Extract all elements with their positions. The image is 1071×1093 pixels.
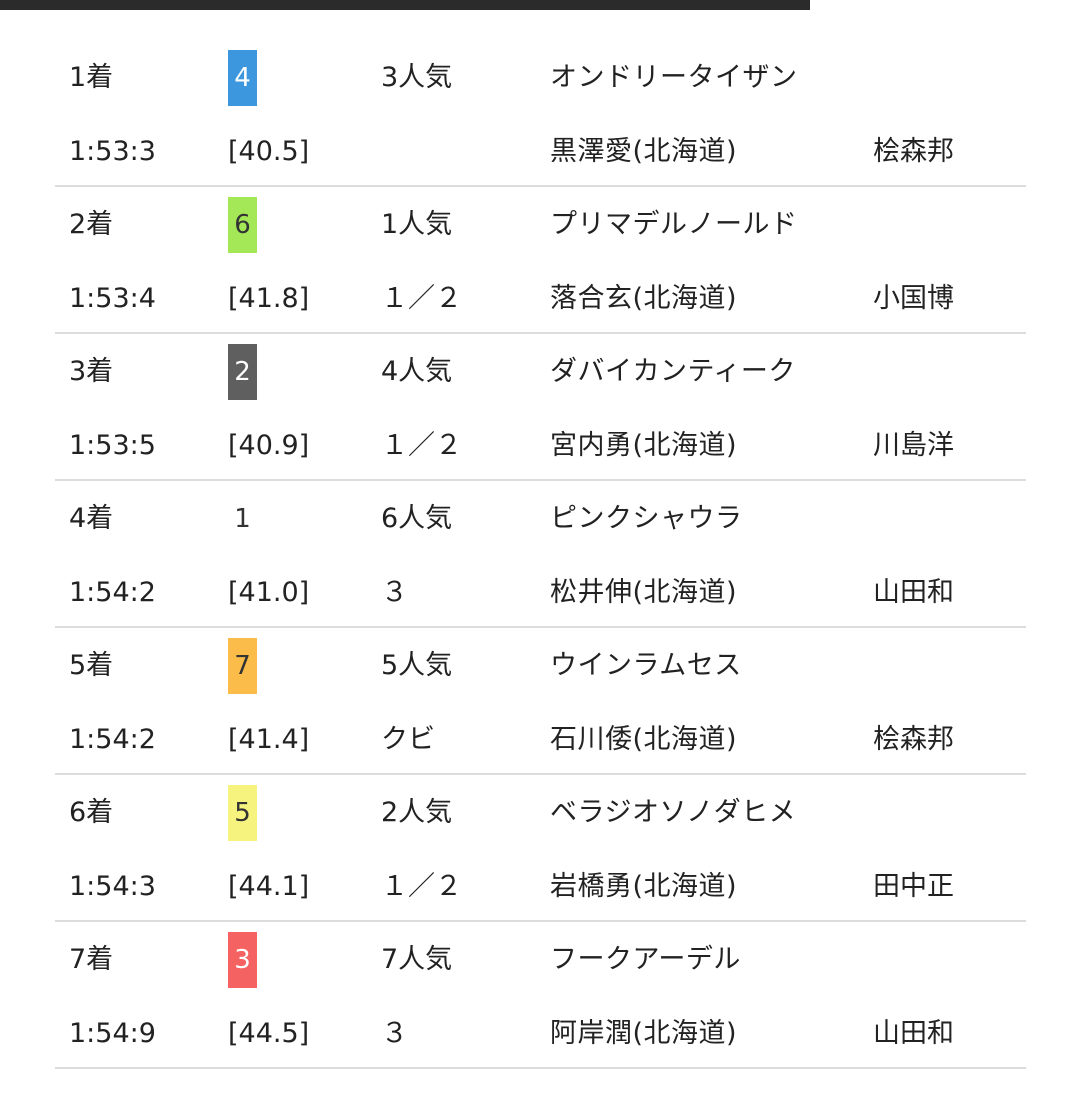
jockey-name[interactable]: 松井伸(北海道) — [550, 577, 738, 608]
last-3f-time: [41.4] — [228, 724, 310, 755]
result-entry: 7着 3 7人気 フークアーデル 1:54:9 [44.5] ３ 阿岸潤(北海道… — [55, 922, 1026, 1069]
result-row-top: 7着 3 7人気 フークアーデル — [55, 932, 1026, 988]
result-row-bottom: 1:54:3 [44.1] １／２ 岩橋勇(北海道) 田中正 — [55, 867, 1026, 907]
result-row-bottom: 1:54:2 [41.0] ３ 松井伸(北海道) 山田和 — [55, 573, 1026, 613]
popularity: 6人気 — [381, 503, 453, 534]
last-3f-time: [41.0] — [228, 577, 310, 608]
result-row-bottom: 1:53:4 [41.8] １／２ 落合玄(北海道) 小国博 — [55, 279, 1026, 319]
popularity: 2人気 — [381, 797, 453, 828]
jockey-name[interactable]: 宮内勇(北海道) — [550, 430, 738, 461]
horse-name[interactable]: ピンクシャウラ — [550, 503, 743, 534]
horse-name[interactable]: オンドリータイザン — [550, 62, 798, 93]
result-row-top: 2着 6 1人気 プリマデルノールド — [55, 197, 1026, 253]
result-row-top: 6着 5 2人気 ベラジオソノダヒメ — [55, 785, 1026, 841]
jockey-name[interactable]: 阿岸潤(北海道) — [550, 1018, 738, 1049]
finish-time: 1:54:9 — [69, 1018, 156, 1049]
jockey-name[interactable]: 落合玄(北海道) — [550, 283, 738, 314]
horse-number-badge: 5 — [228, 785, 257, 841]
finish-rank: 4着 — [69, 503, 114, 534]
trainer-name[interactable]: 桧森邦 — [873, 724, 954, 755]
result-row-bottom: 1:54:2 [41.4] クビ 石川倭(北海道) 桧森邦 — [55, 720, 1026, 760]
popularity: 3人気 — [381, 62, 453, 93]
trainer-name[interactable]: 田中正 — [873, 871, 954, 902]
margin: クビ — [381, 724, 435, 755]
trainer-name[interactable]: 桧森邦 — [873, 136, 954, 167]
margin: ３ — [381, 1018, 408, 1049]
finish-time: 1:53:3 — [69, 136, 156, 167]
finish-time: 1:53:5 — [69, 430, 156, 461]
popularity: 4人気 — [381, 356, 453, 387]
horse-number-badge: 3 — [228, 932, 257, 988]
horse-number-badge: 2 — [228, 344, 257, 400]
margin: ３ — [381, 577, 408, 608]
trainer-name[interactable]: 小国博 — [873, 283, 954, 314]
result-entry: 6着 5 2人気 ベラジオソノダヒメ 1:54:3 [44.1] １／２ 岩橋勇… — [55, 775, 1026, 922]
result-row-top: 1着 4 3人気 オンドリータイザン — [55, 50, 1026, 106]
result-entry: 4着 1 6人気 ピンクシャウラ 1:54:2 [41.0] ３ 松井伸(北海道… — [55, 481, 1026, 628]
last-3f-time: [44.5] — [228, 1018, 310, 1049]
trainer-name[interactable]: 山田和 — [873, 577, 954, 608]
jockey-name[interactable]: 岩橋勇(北海道) — [550, 871, 738, 902]
result-row-top: 3着 2 4人気 ダバイカンティーク — [55, 344, 1026, 400]
race-results-list: 1着 4 3人気 オンドリータイザン 1:53:3 [40.5] 黒澤愛(北海道… — [55, 40, 1026, 1069]
margin: １／２ — [381, 871, 462, 902]
finish-time: 1:54:3 — [69, 871, 156, 902]
last-3f-time: [41.8] — [228, 283, 310, 314]
finish-time: 1:54:2 — [69, 577, 156, 608]
horse-name[interactable]: フークアーデル — [550, 944, 741, 975]
last-3f-time: [40.5] — [228, 136, 310, 167]
finish-time: 1:54:2 — [69, 724, 156, 755]
result-entry: 5着 7 5人気 ウインラムセス 1:54:2 [41.4] クビ 石川倭(北海… — [55, 628, 1026, 775]
finish-rank: 1着 — [69, 62, 114, 93]
finish-rank: 3着 — [69, 356, 114, 387]
trainer-name[interactable]: 山田和 — [873, 1018, 954, 1049]
result-entry: 2着 6 1人気 プリマデルノールド 1:53:4 [41.8] １／２ 落合玄… — [55, 187, 1026, 334]
margin: １／２ — [381, 430, 462, 461]
horse-name[interactable]: ウインラムセス — [550, 650, 742, 681]
popularity: 7人気 — [381, 944, 453, 975]
finish-rank: 7着 — [69, 944, 114, 975]
jockey-name[interactable]: 石川倭(北海道) — [550, 724, 738, 755]
horse-number-badge: 4 — [228, 50, 257, 106]
top-header-bar — [0, 0, 810, 10]
finish-rank: 5着 — [69, 650, 114, 681]
result-row-top: 4着 1 6人気 ピンクシャウラ — [55, 491, 1026, 547]
finish-time: 1:53:4 — [69, 283, 156, 314]
result-row-bottom: 1:53:3 [40.5] 黒澤愛(北海道) 桧森邦 — [55, 132, 1026, 172]
result-row-top: 5着 7 5人気 ウインラムセス — [55, 638, 1026, 694]
finish-rank: 2着 — [69, 209, 114, 240]
result-entry: 3着 2 4人気 ダバイカンティーク 1:53:5 [40.9] １／２ 宮内勇… — [55, 334, 1026, 481]
popularity: 5人気 — [381, 650, 453, 681]
result-row-bottom: 1:53:5 [40.9] １／２ 宮内勇(北海道) 川島洋 — [55, 426, 1026, 466]
last-3f-time: [44.1] — [228, 871, 310, 902]
trainer-name[interactable]: 川島洋 — [873, 430, 954, 461]
popularity: 1人気 — [381, 209, 453, 240]
horse-number-badge: 1 — [228, 491, 257, 547]
jockey-name[interactable]: 黒澤愛(北海道) — [550, 136, 738, 167]
last-3f-time: [40.9] — [228, 430, 310, 461]
horse-name[interactable]: ベラジオソノダヒメ — [550, 797, 797, 828]
horse-name[interactable]: ダバイカンティーク — [550, 356, 796, 387]
horse-name[interactable]: プリマデルノールド — [550, 209, 798, 240]
result-entry: 1着 4 3人気 オンドリータイザン 1:53:3 [40.5] 黒澤愛(北海道… — [55, 40, 1026, 187]
margin: １／２ — [381, 283, 462, 314]
finish-rank: 6着 — [69, 797, 114, 828]
horse-number-badge: 7 — [228, 638, 257, 694]
result-row-bottom: 1:54:9 [44.5] ３ 阿岸潤(北海道) 山田和 — [55, 1014, 1026, 1054]
horse-number-badge: 6 — [228, 197, 257, 253]
